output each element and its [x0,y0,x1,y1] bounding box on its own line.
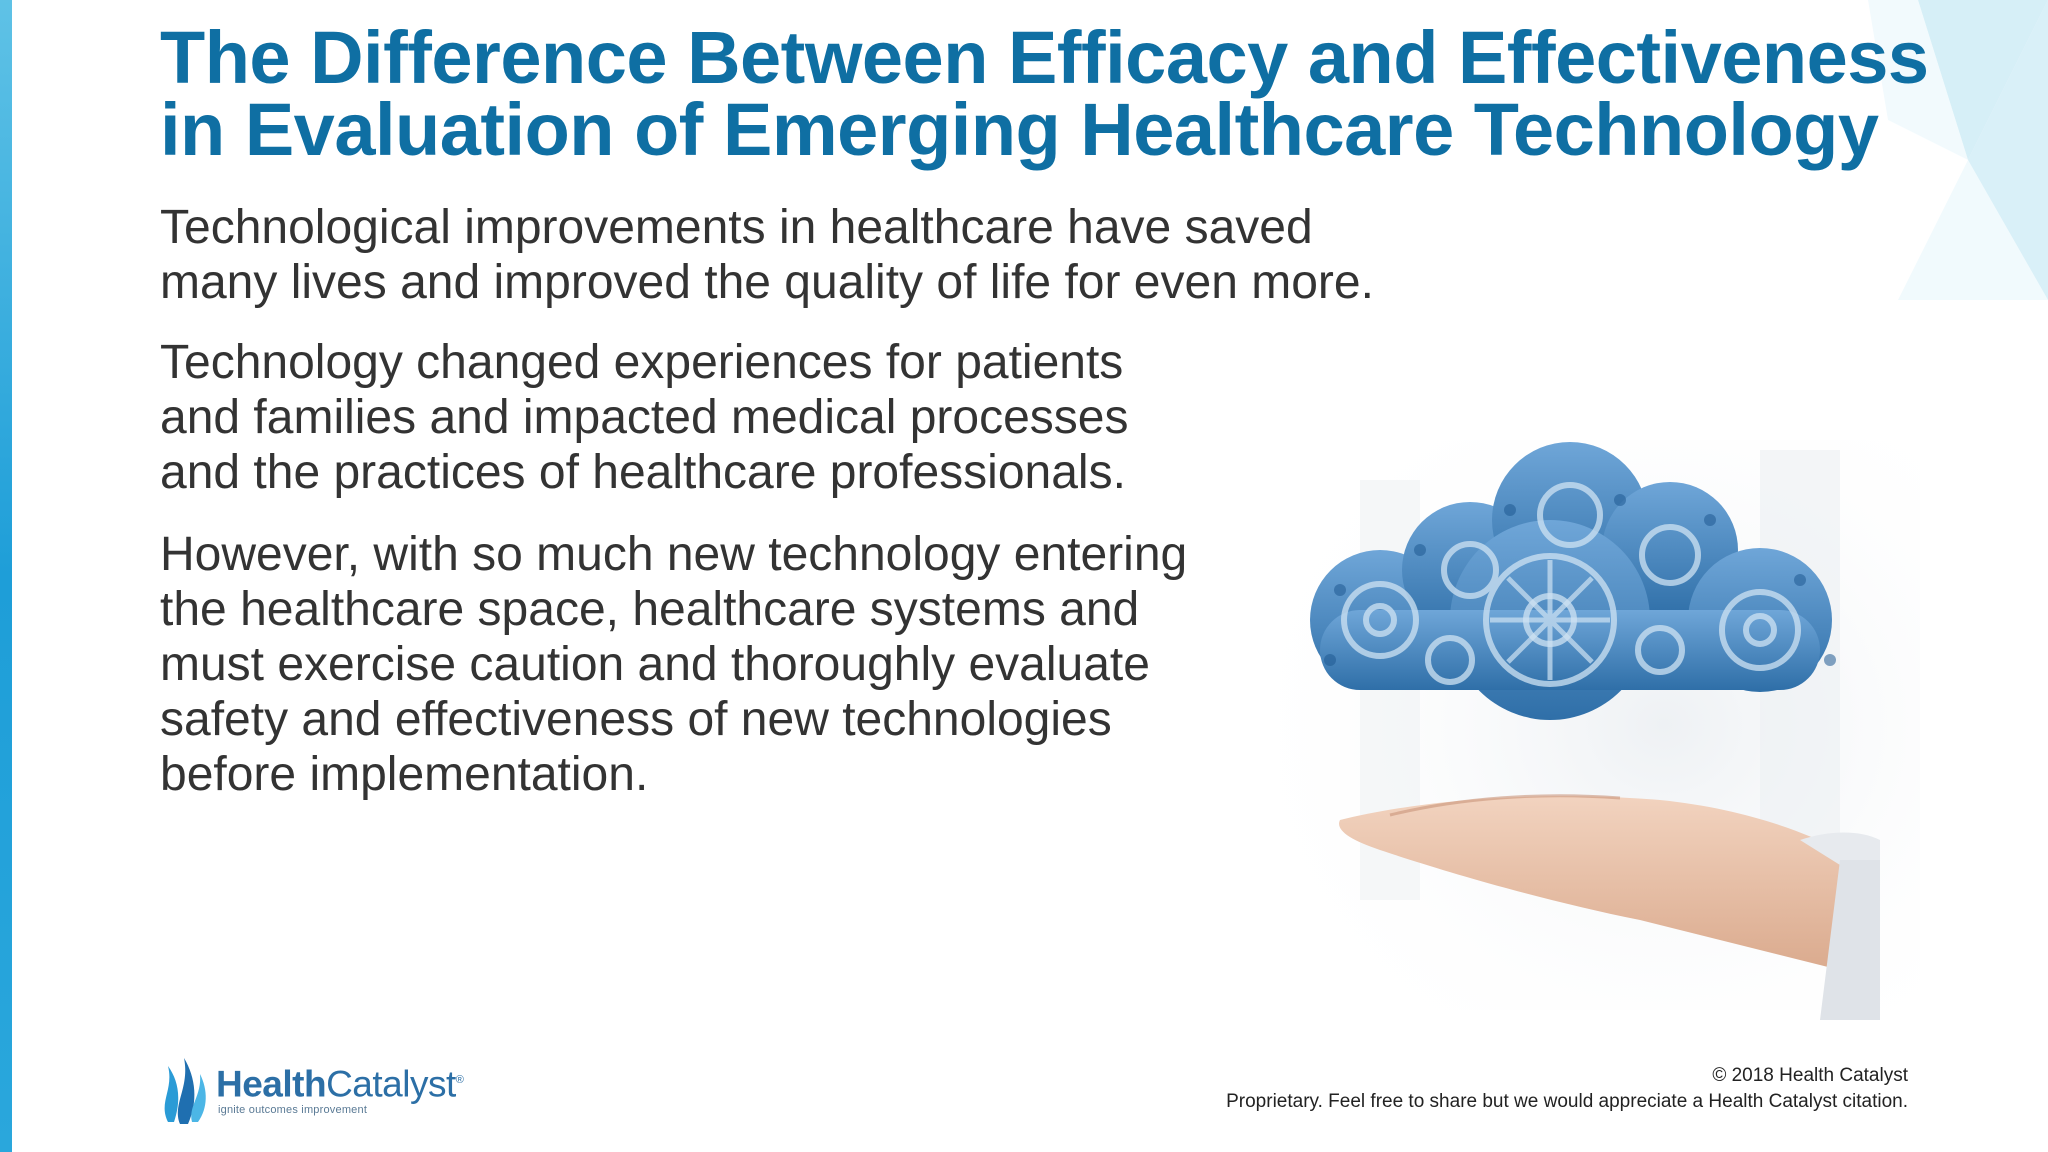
copyright-text: © 2018 Health Catalyst [1712,1065,1908,1086]
paragraph-1-line-1: Technological improvements in healthcare… [160,201,1313,254]
gear-cloud-in-hands-icon [1280,440,1920,1020]
paragraph-1-line-2: many lives and improved the quality of l… [160,256,1374,309]
paragraph-3-line-1: However, with so much new technology ent… [160,528,1188,581]
logo-wordmark: HealthCatalyst® [216,1060,464,1105]
health-catalyst-logo: HealthCatalyst® ignite outcomes improvem… [160,1052,464,1132]
title-line-2: in Evaluation of Emerging Healthcare Tec… [160,88,1879,171]
paragraph-3-line-4: safety and effectiveness of new technolo… [160,693,1112,746]
open-hands [1339,794,1880,1020]
paragraph-2-line-3: and the practices of healthcare professi… [160,446,1126,499]
logo-tagline: ignite outcomes improvement [218,1104,368,1116]
logo-trademark: ® [455,1074,464,1086]
title-line-1: The Difference Between Efficacy and Effe… [160,16,1929,99]
paragraph-3-line-5: before implementation. [160,748,649,801]
paragraph-3-line-2: the healthcare space, healthcare systems… [160,583,1140,636]
gear-cloud [1310,442,1836,720]
paragraph-2-line-1: Technology changed experiences for patie… [160,336,1124,389]
corner-facet-decoration [1868,0,2048,300]
paragraph-1: Technological improvements in healthcare… [160,200,1374,310]
paragraph-2-line-2: and families and impacted medical proces… [160,391,1129,444]
paragraph-2: Technology changed experiences for patie… [160,335,1128,500]
footer-notice: © 2018 Health Catalyst Proprietary. Feel… [1226,1063,1908,1115]
proprietary-notice: Proprietary. Feel free to share but we w… [1226,1091,1908,1112]
left-accent-bar [0,0,12,1152]
logo-name-bold: Health [216,1063,327,1105]
slide-title: The Difference Between Efficacy and Effe… [160,16,1960,171]
paragraph-3-line-3: must exercise caution and thoroughly eva… [160,638,1150,691]
flame-logo-icon [164,1058,206,1124]
logo-name-regular: Catalyst [326,1063,456,1105]
paragraph-3: However, with so much new technology ent… [160,527,1187,802]
